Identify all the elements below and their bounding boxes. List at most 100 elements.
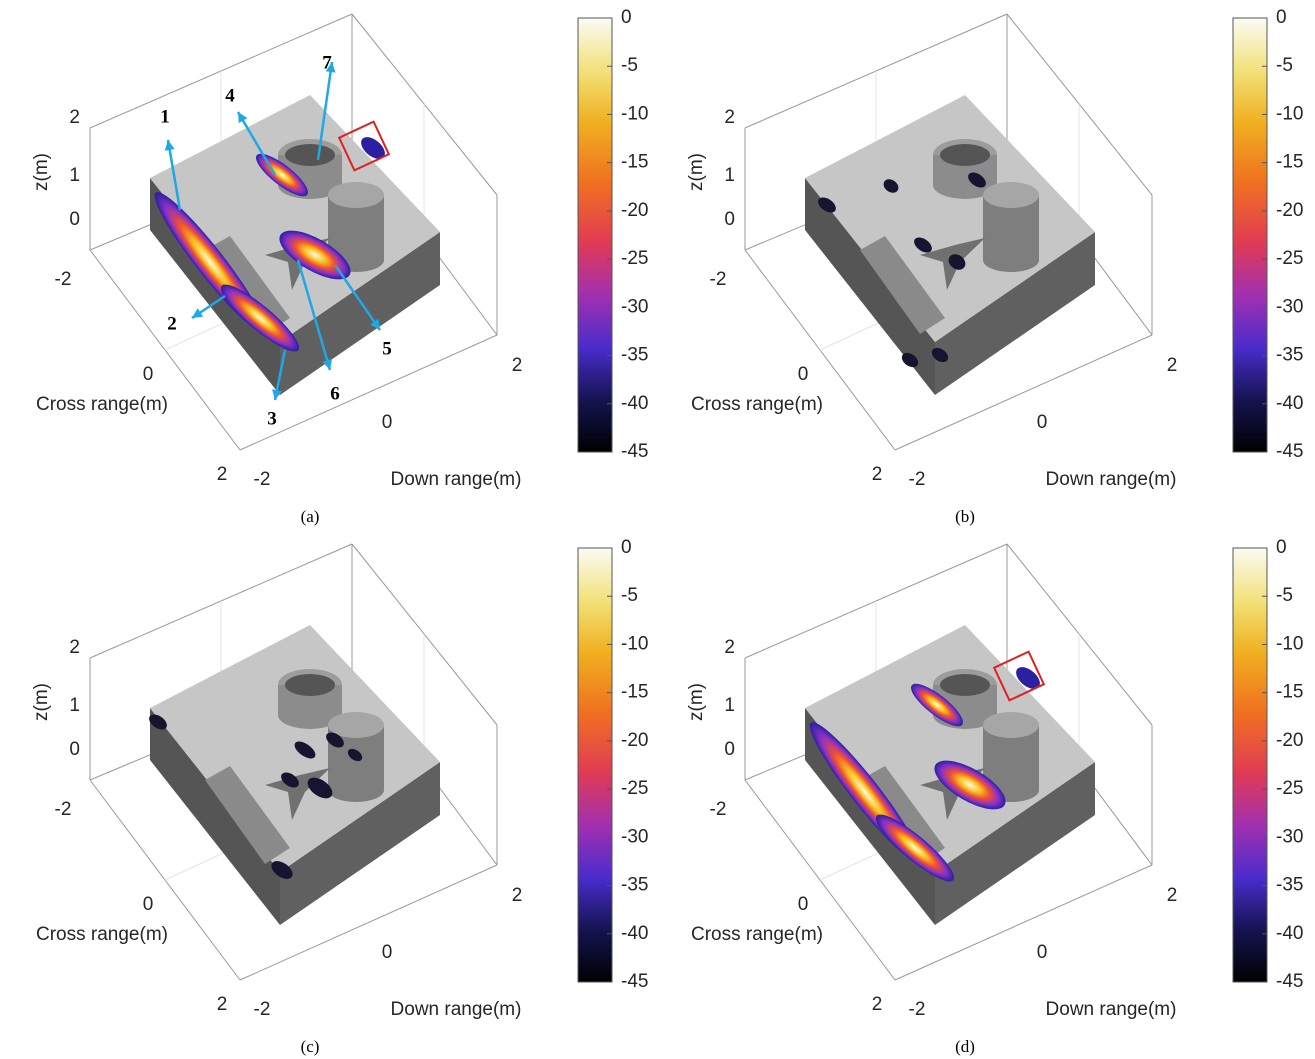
colorbar-tick-label: -10: [1276, 103, 1303, 124]
down-axis-label: Down range(m): [1046, 469, 1177, 490]
colorbar-tick-label: -10: [621, 103, 648, 124]
cross-tick-label: -2: [710, 799, 727, 820]
annotation-label: 4: [225, 85, 235, 106]
colorbar-tick-label: -45: [1276, 971, 1303, 992]
colorbar-tick-label: -5: [1276, 55, 1293, 76]
panel: 210z(m)-202Cross range(m)-202Down range(…: [31, 537, 648, 1056]
cross-axis-label: Cross range(m): [691, 924, 823, 945]
colorbar-tick-label: -45: [621, 441, 648, 462]
colorbar: [578, 18, 612, 452]
colorbar-tick-label: 0: [1276, 537, 1287, 558]
cross-tick-label: 0: [143, 894, 154, 915]
down-tick-label: 0: [1037, 942, 1048, 963]
down-tick-label: 2: [512, 885, 523, 906]
down-tick-label: 0: [382, 412, 393, 433]
colorbar-tick-label: -20: [621, 730, 648, 751]
cross-tick-label: 0: [798, 894, 809, 915]
colorbar: [1233, 18, 1267, 452]
colorbar-tick-label: -35: [621, 345, 648, 366]
ring-hole: [285, 144, 335, 166]
down-tick-label: -2: [254, 999, 271, 1020]
colorbar-tick-label: -30: [1276, 826, 1303, 847]
down-axis-label: Down range(m): [391, 999, 522, 1020]
cross-tick-label: 2: [872, 994, 883, 1015]
annotation-label: 5: [382, 338, 392, 359]
z-axis-label: z(m): [686, 153, 707, 191]
figure: 1234567210z(m)-202Cross range(m)-202Down…: [0, 0, 1315, 1059]
z-tick-label: 2: [69, 637, 80, 658]
z-axis-label: z(m): [686, 683, 707, 721]
z-tick-label: 0: [69, 739, 80, 760]
colorbar-tick-label: -25: [621, 248, 648, 269]
annotation-label: 3: [267, 408, 277, 429]
colorbar-tick-label: -25: [621, 778, 648, 799]
colorbar-tick-label: -15: [621, 682, 648, 703]
caption: (b): [955, 507, 975, 526]
arrow-head: [165, 140, 175, 151]
colorbar: [578, 548, 612, 982]
cross-axis-label: Cross range(m): [36, 394, 168, 415]
z-tick-label: 1: [69, 165, 80, 186]
cross-tick-label: -2: [55, 799, 72, 820]
colorbar-tick-label: -35: [1276, 875, 1303, 896]
z-tick-label: 1: [724, 695, 735, 716]
z-tick-label: 1: [69, 695, 80, 716]
cylinder: [983, 248, 1039, 272]
caption: (c): [301, 1037, 320, 1056]
z-axis-label: z(m): [31, 683, 52, 721]
colorbar-tick-label: 0: [621, 537, 632, 558]
down-tick-label: 2: [512, 355, 523, 376]
annotation-label: 7: [322, 52, 332, 73]
cross-tick-label: 2: [872, 464, 883, 485]
ring-hole: [940, 674, 990, 696]
z-tick-label: 0: [724, 739, 735, 760]
ring-hole: [285, 674, 335, 696]
cross-tick-label: -2: [55, 269, 72, 290]
colorbar-tick-label: -45: [1276, 441, 1303, 462]
down-axis-label: Down range(m): [391, 469, 522, 490]
cylinder-top: [328, 182, 384, 208]
z-tick-label: 0: [724, 209, 735, 230]
colorbar-tick-label: -5: [621, 585, 638, 606]
colorbar-tick-label: 0: [621, 7, 632, 28]
colorbar-tick-label: -30: [621, 296, 648, 317]
z-tick-label: 2: [69, 107, 80, 128]
colorbar-tick-label: -15: [1276, 152, 1303, 173]
annotation-label: 6: [330, 383, 340, 404]
cross-tick-label: -2: [710, 269, 727, 290]
colorbar-tick-label: -25: [1276, 248, 1303, 269]
down-tick-label: 2: [1167, 355, 1178, 376]
caption: (a): [301, 507, 320, 526]
colorbar-tick-label: -10: [621, 633, 648, 654]
colorbar: [1233, 548, 1267, 982]
cylinder: [328, 778, 384, 802]
colorbar-tick-label: -40: [621, 923, 648, 944]
colorbar-tick-label: -20: [1276, 200, 1303, 221]
down-tick-label: -2: [909, 469, 926, 490]
colorbar-tick-label: -20: [621, 200, 648, 221]
z-tick-label: 0: [69, 209, 80, 230]
z-tick-label: 2: [724, 107, 735, 128]
panel: 1234567210z(m)-202Cross range(m)-202Down…: [31, 7, 648, 526]
annotation-label: 1: [160, 106, 170, 127]
colorbar-tick-label: -40: [621, 393, 648, 414]
ring-hole: [940, 144, 990, 166]
annotation-label: 2: [167, 313, 177, 334]
cross-tick-label: 2: [217, 464, 228, 485]
caption: (d): [955, 1037, 975, 1056]
colorbar-tick-label: -15: [621, 152, 648, 173]
colorbar-tick-label: 0: [1276, 7, 1287, 28]
down-axis-label: Down range(m): [1046, 999, 1177, 1020]
colorbar-tick-label: -5: [1276, 585, 1293, 606]
colorbar-tick-label: -10: [1276, 633, 1303, 654]
cylinder-top: [983, 182, 1039, 208]
cross-tick-label: 0: [143, 364, 154, 385]
cylinder-top: [983, 712, 1039, 738]
colorbar-tick-label: -45: [621, 971, 648, 992]
colorbar-tick-label: -30: [1276, 296, 1303, 317]
colorbar-tick-label: -40: [1276, 393, 1303, 414]
colorbar-tick-label: -5: [621, 55, 638, 76]
colorbar-tick-label: -15: [1276, 682, 1303, 703]
colorbar-tick-label: -35: [621, 875, 648, 896]
